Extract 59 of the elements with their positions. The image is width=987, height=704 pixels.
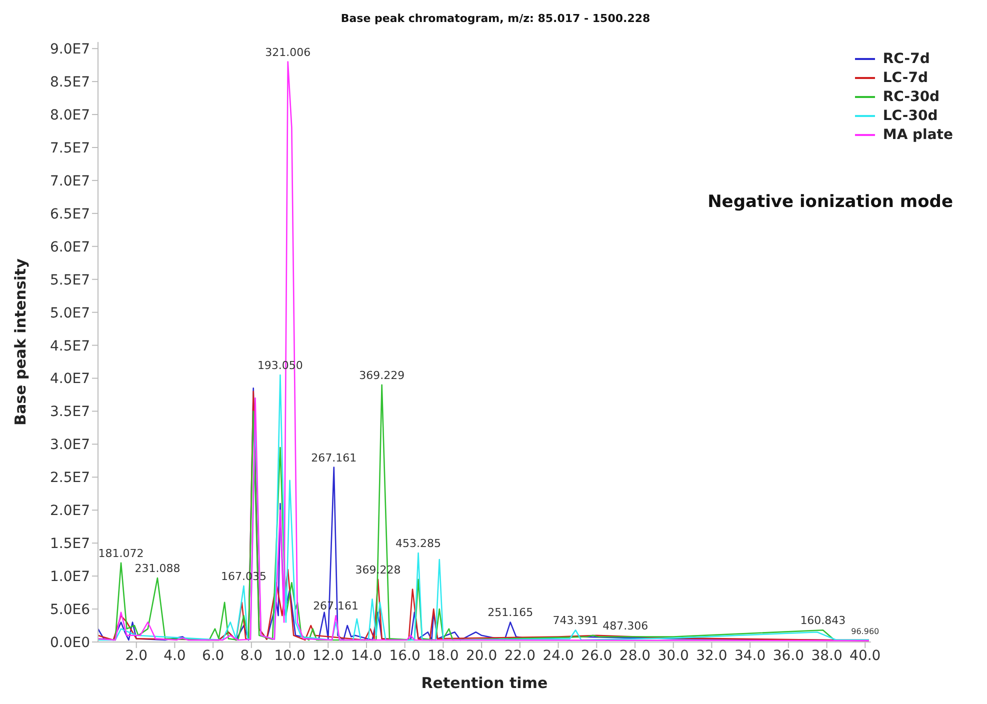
annotation: 743.391 (552, 614, 598, 628)
y-tick-label: 1.5E7 (50, 536, 90, 552)
annotation: 251.165 (488, 606, 534, 620)
x-tick-label: 10.0 (274, 648, 306, 664)
x-tick-label: 6.0 (202, 648, 224, 664)
x-tick-label: 24.0 (542, 648, 574, 664)
legend-label: RC-30d (882, 89, 940, 105)
x-tick-label: 34.0 (734, 648, 766, 664)
x-tick-label: 16.0 (389, 648, 420, 664)
y-tick-label: 8.0E7 (50, 107, 90, 124)
x-tick-label: 26.0 (581, 648, 612, 664)
y-tick-label: 3.0E7 (50, 437, 90, 454)
annotation: 96.960 (851, 627, 880, 636)
x-tick-label: 18.0 (428, 648, 459, 664)
x-tick-label: 38.0 (811, 648, 842, 664)
x-axis-title: Retention time (421, 674, 548, 692)
y-tick-label: 7.0E7 (50, 173, 90, 190)
legend-label: LC-30d (882, 108, 938, 124)
y-tick-label: 6.5E7 (50, 206, 90, 222)
x-tick-label: 40.0 (850, 648, 881, 664)
annotation: 181.072 (98, 546, 144, 560)
annotation: 369.229 (359, 368, 405, 382)
y-tick-label: 5.5E7 (50, 272, 90, 288)
y-tick-label: 9.0E7 (50, 42, 90, 58)
annotation: 487.306 (602, 619, 648, 632)
x-tick-label: 32.0 (696, 648, 728, 664)
annotation: 267.161 (311, 451, 357, 464)
y-tick-label: 4.5E7 (50, 338, 90, 354)
annotation: Negative ionization mode (708, 192, 953, 212)
x-tick-label: 8.0 (240, 648, 263, 664)
y-tick-label: 1.0E7 (50, 569, 90, 586)
legend-label: MA plate (882, 127, 953, 143)
y-tick-label: 7.5E7 (50, 140, 90, 156)
chart-title: Base peak chromatogram, m/z: 85.017 - 1500.228 (340, 11, 652, 27)
x-tick-label: 36.0 (772, 648, 804, 664)
y-tick-label: 2.5E7 (50, 470, 90, 486)
y-tick-label: 5.0E7 (50, 305, 90, 322)
y-tick-label: 5.0E6 (50, 602, 90, 618)
y-tick-label: 2.0E7 (50, 503, 90, 520)
x-tick-label: 12.0 (312, 648, 344, 664)
annotation: 453.285 (396, 536, 442, 550)
annotation: 160.843 (800, 614, 846, 628)
x-tick-label: 14.0 (350, 648, 382, 664)
x-tick-label: 28.0 (619, 648, 651, 664)
x-tick-label: 30.0 (658, 648, 689, 664)
legend-label: RC-7d (882, 51, 930, 67)
annotation: 321.006 (265, 46, 311, 59)
annotation: 231.088 (134, 562, 180, 576)
y-tick-label: 3.5E7 (50, 404, 90, 420)
y-tick-label: 0.0E0 (50, 634, 90, 651)
x-tick-label: 22.0 (504, 648, 536, 664)
y-tick-label: 6.0E7 (50, 239, 90, 256)
x-tick-label: 4.0 (164, 648, 186, 664)
y-axis-title: Base peak intensity (11, 258, 30, 426)
y-tick-label: 8.5E7 (50, 74, 90, 91)
x-tick-label: 2.0 (125, 648, 148, 664)
x-tick-label: 20.0 (466, 648, 498, 664)
y-tick-label: 4.0E7 (50, 371, 90, 388)
legend-label: LC-7d (882, 70, 928, 86)
